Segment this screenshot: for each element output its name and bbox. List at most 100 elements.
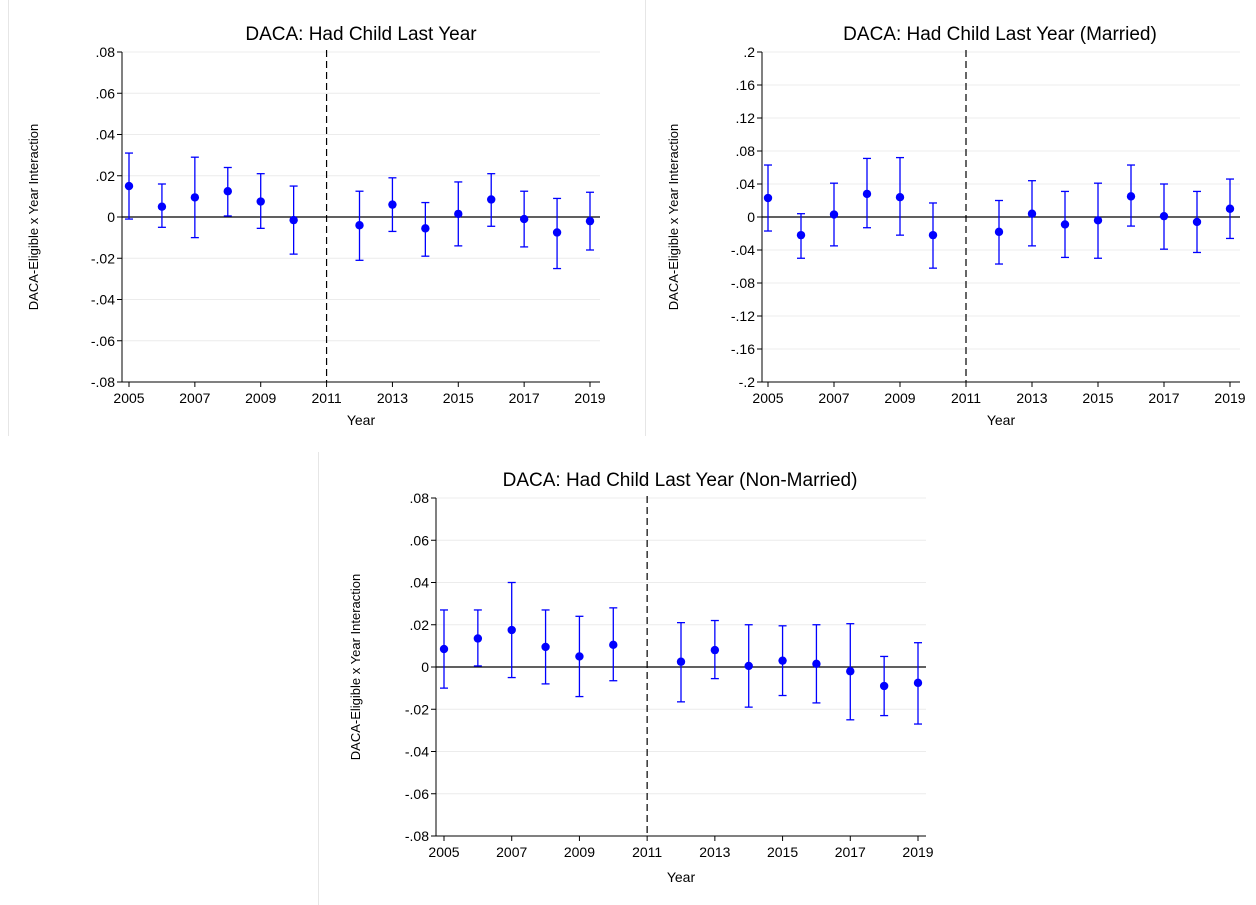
chart0-estimate-2008 xyxy=(223,166,232,217)
chart0-point-2008 xyxy=(223,187,232,196)
chart0-y-tick-label-7: -.06 xyxy=(91,333,115,349)
chart0-x-tick-label-0: 2005 xyxy=(113,390,144,406)
chart1-estimate-2006 xyxy=(796,213,806,259)
chart1-y-tick-label-9: -.16 xyxy=(731,341,755,357)
chart0-point-2013 xyxy=(388,200,397,209)
chart1-point-2009 xyxy=(895,193,905,202)
chart1-estimate-2012 xyxy=(994,199,1004,265)
chart0-y-tick-label-2: .04 xyxy=(96,127,116,143)
chart1-y-tick-label-2: .12 xyxy=(736,110,756,126)
chart0-x-tick-label-7: 2019 xyxy=(574,390,605,406)
chart0-point-2012 xyxy=(355,221,364,230)
chart2-x-axis-label: Year xyxy=(667,869,696,885)
chart1-x-tick-label-4: 2013 xyxy=(1016,390,1047,406)
chart2-title: DACA: Had Child Last Year (Non-Married) xyxy=(503,470,858,491)
chart0-point-2016 xyxy=(487,195,496,204)
chart1-estimate-2009 xyxy=(895,156,905,236)
chart1-y-tick-label-6: -.04 xyxy=(731,242,755,258)
chart1-point-2006 xyxy=(796,230,806,240)
chart1-point-2017 xyxy=(1159,211,1169,221)
chart1-estimate-2014 xyxy=(1060,190,1070,259)
chart2-point-2010 xyxy=(609,640,618,650)
chart0-x-axis-label: Year xyxy=(347,412,376,428)
chart1-y-tick-label-5: 0 xyxy=(747,209,755,225)
chart1-y-tick-label-3: .08 xyxy=(736,143,756,159)
chart0-estimate-2012 xyxy=(355,190,364,261)
chart0-y-tick-label-4: 0 xyxy=(107,209,115,225)
chart2-y-tick-label-6: -.04 xyxy=(405,744,429,760)
chart1-point-2007 xyxy=(829,210,839,219)
chart1-estimate-2013 xyxy=(1027,180,1037,247)
chart2-y-axis-label: DACA-Eligible x Year Interaction xyxy=(348,574,363,760)
chart0-estimate-2015 xyxy=(454,181,463,247)
chart2-x-tick-label-6: 2017 xyxy=(835,844,866,860)
chart2-point-2015 xyxy=(778,656,787,665)
chart1-y-tick-label-1: .16 xyxy=(736,77,756,93)
chart2-x-tick-label-0: 2005 xyxy=(428,844,459,860)
chart0-point-2007 xyxy=(190,193,200,202)
chart2-point-2018 xyxy=(879,681,889,691)
chart1-y-tick-label-7: -.08 xyxy=(731,275,755,291)
chart0-y-tick-label-8: -.08 xyxy=(91,374,115,390)
chart0-point-2005 xyxy=(124,181,134,191)
chart1-y-tick-label-10: -.2 xyxy=(739,374,756,390)
chart1-estimate-2005 xyxy=(763,164,773,232)
chart2-point-2016 xyxy=(812,659,821,669)
chart0-point-2006 xyxy=(157,202,167,211)
chart2-estimate-2006 xyxy=(473,609,483,667)
chart1-estimate-2019 xyxy=(1225,178,1235,240)
chart1-x-tick-label-1: 2007 xyxy=(818,390,849,406)
chart0-x-tick-label-5: 2015 xyxy=(443,390,474,406)
chart2-x-tick-label-5: 2015 xyxy=(767,844,798,860)
chart0-estimate-2006 xyxy=(157,183,167,228)
chart2-y-tick-label-8: -.08 xyxy=(405,828,429,844)
chart1-title: DACA: Had Child Last Year (Married) xyxy=(843,24,1157,45)
chart2-estimate-2013 xyxy=(710,619,720,680)
chart0-estimate-2010 xyxy=(289,185,298,255)
chart2-y-tick-label-1: .06 xyxy=(410,532,430,548)
chart1-point-2018 xyxy=(1192,217,1202,227)
chart0-point-2019 xyxy=(585,216,595,226)
chart1-estimate-2016 xyxy=(1126,164,1136,227)
chart2-y-tick-label-7: -.06 xyxy=(405,786,429,802)
chart2-point-2019 xyxy=(913,678,923,688)
chart1-point-2016 xyxy=(1126,192,1136,201)
chart2-estimate-2019 xyxy=(913,642,923,725)
chart1-x-tick-label-6: 2017 xyxy=(1148,390,1179,406)
chart1-y-tick-label-8: -.12 xyxy=(731,308,755,324)
chart1-estimate-2010 xyxy=(928,202,938,269)
panel-separator-left xyxy=(8,0,9,436)
chart0-y-tick-label-5: -.02 xyxy=(91,250,115,266)
chart2-estimate-2005 xyxy=(439,609,449,689)
chart0-estimate-2007 xyxy=(190,156,200,239)
chart1-estimate-2017 xyxy=(1159,183,1169,250)
chart0-estimate-2005 xyxy=(124,152,134,220)
chart2-point-2008 xyxy=(541,642,550,652)
chart2-estimate-2014 xyxy=(744,624,753,708)
chart2-point-2007 xyxy=(507,625,516,635)
chart2-x-tick-label-1: 2007 xyxy=(496,844,527,860)
chart2-y-tick-label-0: .08 xyxy=(410,490,430,506)
chart0-estimate-2017 xyxy=(519,190,529,248)
chart-panel-had-child: .08 .06 .04 .02 0 -.02 -.04 -.06 -.08 2005 2007 200… xyxy=(0,0,630,440)
chart0-estimate-2018 xyxy=(552,197,562,270)
chart2-estimate-2007 xyxy=(507,581,516,679)
chart1-estimate-2015 xyxy=(1093,182,1103,259)
chart-panel-had-child-non-married: .08 .06 .04 .02 0 -.02 -.04 -.06 -.08 2005 2007 200… xyxy=(318,450,958,905)
chart0-y-axis-label: DACA-Eligible x Year Interaction xyxy=(26,124,41,310)
chart1-x-tick-label-3: 2011 xyxy=(951,390,981,406)
chart1-x-tick-label-2: 2009 xyxy=(884,390,915,406)
chart2-x-tick-label-2: 2009 xyxy=(564,844,595,860)
chart2-point-2017 xyxy=(846,667,855,676)
chart1-point-2014 xyxy=(1060,220,1070,229)
chart1-y-tick-label-0: .2 xyxy=(743,44,755,60)
chart2-estimate-2012 xyxy=(676,621,686,703)
chart1-point-2013 xyxy=(1027,209,1037,218)
chart2-point-2012 xyxy=(676,657,686,666)
chart0-y-tick-label-6: -.04 xyxy=(91,292,115,308)
chart0-y-tick-label-3: .02 xyxy=(96,168,116,184)
chart0-estimate-2013 xyxy=(388,177,397,233)
